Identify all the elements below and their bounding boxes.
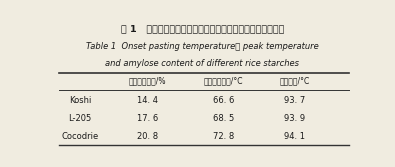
Text: Table 1  Onset pasting temperature， peak temperature: Table 1 Onset pasting temperature， peak … [86, 42, 319, 51]
Text: 14. 4: 14. 4 [137, 96, 158, 105]
Text: L-205: L-205 [68, 114, 92, 123]
Text: 66. 6: 66. 6 [213, 96, 235, 105]
Text: 20. 8: 20. 8 [137, 132, 158, 141]
Text: 17. 6: 17. 6 [137, 114, 158, 123]
Text: 峰值温度/°C: 峰值温度/°C [279, 77, 309, 86]
Text: 直链淀粉含量/%: 直链淀粉含量/% [129, 77, 166, 86]
Text: Cocodrie: Cocodrie [61, 132, 99, 141]
Text: 糊化起始温度/°C: 糊化起始温度/°C [204, 77, 244, 86]
Text: 表 1   各大米淀粉的糊化起始温度、峰值温度和直链淀粉含量: 表 1 各大米淀粉的糊化起始温度、峰值温度和直链淀粉含量 [121, 24, 284, 33]
Text: 94. 1: 94. 1 [284, 132, 305, 141]
Text: Koshi: Koshi [69, 96, 91, 105]
Text: 93. 7: 93. 7 [284, 96, 305, 105]
Text: and amylose content of different rice starches: and amylose content of different rice st… [105, 59, 299, 68]
Text: 72. 8: 72. 8 [213, 132, 235, 141]
Text: 68. 5: 68. 5 [213, 114, 235, 123]
Text: 93. 9: 93. 9 [284, 114, 305, 123]
